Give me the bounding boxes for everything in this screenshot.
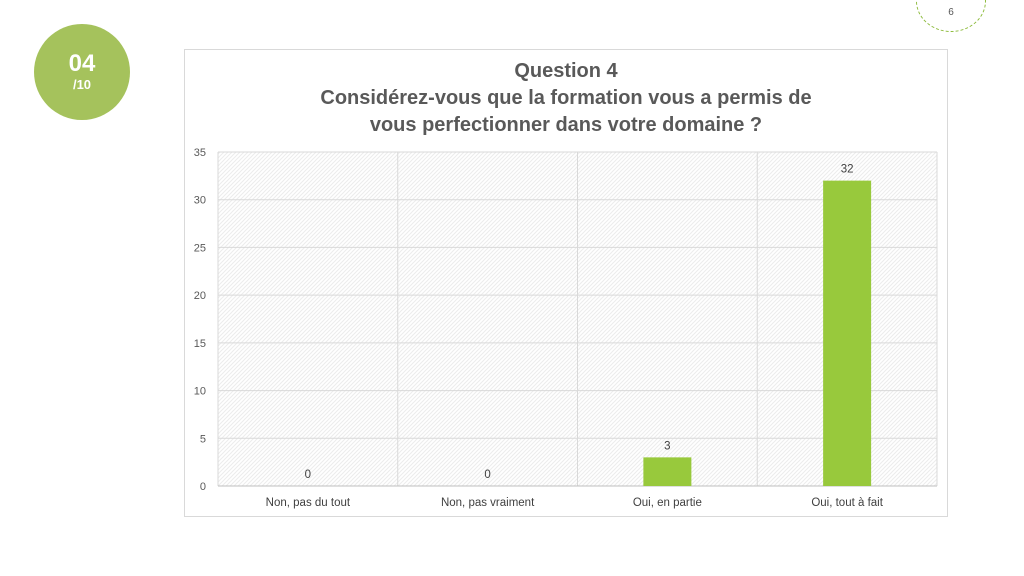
chart-title: Question 4 Considérez-vous que la format… [184, 58, 948, 139]
x-tick-label: Oui, en partie [633, 497, 702, 509]
y-tick-label: 5 [200, 433, 206, 445]
question-total: /10 [72, 77, 92, 92]
bar [823, 180, 872, 486]
y-tick-label: 20 [194, 290, 206, 302]
data-label: 3 [664, 440, 670, 452]
data-label: 32 [841, 164, 854, 176]
y-tick-label: 10 [194, 386, 206, 398]
question-badge: 04 /10 [34, 24, 130, 120]
chart-title-line-3: vous perfectionner dans votre domaine ? [369, 114, 763, 136]
chart-title-line-2: Considérez-vous que la formation vous a … [320, 87, 812, 109]
data-label: 0 [484, 469, 490, 481]
y-tick-label: 15 [194, 338, 206, 350]
y-tick-label: 30 [194, 195, 206, 207]
x-tick-label: Non, pas du tout [266, 497, 351, 509]
y-tick-label: 35 [194, 147, 206, 159]
x-tick-label: Oui, tout à fait [811, 497, 883, 509]
y-tick-label: 25 [194, 242, 206, 254]
question-number: 04 [68, 50, 96, 77]
page-number: 6 [948, 7, 954, 18]
x-tick-label: Non, pas vraiment [441, 497, 535, 509]
bar [643, 457, 692, 486]
y-tick-label: 0 [200, 481, 206, 493]
data-label: 0 [305, 469, 311, 481]
chart-title-line-1: Question 4 [514, 60, 618, 82]
